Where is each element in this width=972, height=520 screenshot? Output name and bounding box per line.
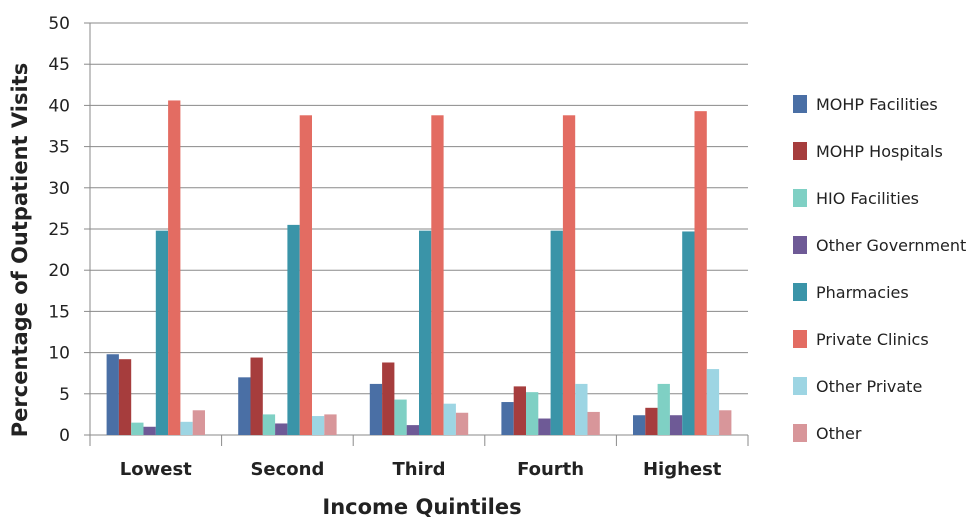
- bar-private-clinics-fourth: [562, 115, 576, 436]
- y-tick-label: 30: [48, 179, 70, 199]
- bar-hio-facilities-fourth: [526, 392, 539, 435]
- bar-pharmacies-fourth: [550, 230, 563, 435]
- legend-swatch: [793, 283, 807, 301]
- bar-hio-facilities-third: [394, 399, 407, 435]
- bar-private-clinics-second: [299, 115, 312, 436]
- bar-hio-facilities-lowest: [131, 422, 144, 435]
- legend-label: HIO Facilities: [816, 189, 919, 208]
- y-tick-label: 40: [48, 96, 70, 116]
- y-tick-label: 50: [48, 14, 70, 34]
- bar-other-private-lowest: [180, 421, 193, 435]
- bar-hio-facilities-second: [262, 414, 276, 435]
- bar-mohp-facilities-highest: [633, 415, 646, 435]
- bar-mohp-hospitals-lowest: [118, 359, 132, 435]
- bar-private-clinics-lowest: [168, 100, 181, 436]
- y-tick-label: 20: [48, 261, 70, 281]
- bar-pharmacies-second: [287, 224, 300, 435]
- legend-swatch: [793, 424, 807, 442]
- axes: [84, 22, 749, 446]
- bar-other-third: [455, 412, 469, 435]
- legend-label: Private Clinics: [816, 330, 929, 349]
- bar-mohp-facilities-fourth: [501, 402, 514, 435]
- y-tick-label: 45: [48, 55, 70, 75]
- x-tick-label: Third: [392, 459, 445, 480]
- bar-other-government-third: [406, 425, 419, 435]
- bar-other-government-lowest: [143, 426, 156, 435]
- bar-mohp-hospitals-third: [382, 362, 395, 435]
- legend-swatch: [793, 142, 807, 160]
- legend-swatch: [793, 236, 807, 254]
- legend-label: Other: [816, 424, 862, 443]
- x-tick-label: Highest: [643, 459, 722, 480]
- legend-label: Other Government: [816, 236, 966, 255]
- x-tick-label: Fourth: [517, 459, 584, 480]
- legend-swatch: [793, 377, 807, 395]
- legend-label: MOHP Facilities: [816, 95, 938, 114]
- legend: MOHP Facilities MOHP Hospitals HIO Facilit…: [793, 95, 966, 443]
- bar-other-lowest: [192, 410, 205, 435]
- x-tick-label: Second: [250, 459, 324, 480]
- y-tick-label: 35: [48, 138, 70, 158]
- bar-other-highest: [719, 410, 732, 435]
- y-tick-label: 5: [59, 385, 70, 405]
- bars: [106, 100, 732, 436]
- legend-swatch: [793, 95, 807, 113]
- legend-label: Pharmacies: [816, 283, 909, 302]
- bar-other-private-second: [312, 416, 325, 435]
- bar-other-fourth: [587, 411, 600, 435]
- bar-other-government-second: [275, 423, 288, 435]
- y-axis-title: Percentage of Outpatient Visits: [8, 63, 32, 437]
- legend-label: Other Private: [816, 377, 922, 396]
- bar-other-private-third: [443, 403, 456, 435]
- bar-other-private-fourth: [575, 383, 588, 435]
- y-tick-label: 15: [48, 302, 70, 322]
- bar-mohp-hospitals-fourth: [513, 386, 526, 435]
- bar-mohp-facilities-third: [369, 383, 383, 435]
- bar-mohp-hospitals-second: [250, 357, 263, 435]
- bar-mohp-facilities-second: [238, 377, 251, 435]
- legend-swatch: [793, 330, 807, 348]
- y-tick-label: 10: [48, 344, 70, 364]
- bar-other-second: [324, 414, 337, 435]
- bar-other-private-highest: [706, 369, 720, 435]
- legend-swatch: [793, 189, 807, 207]
- y-tick-label: 25: [48, 220, 70, 240]
- x-tick-label: Lowest: [120, 459, 192, 480]
- bar-hio-facilities-highest: [657, 383, 670, 435]
- legend-label: MOHP Hospitals: [816, 142, 943, 161]
- bar-pharmacies-lowest: [155, 230, 169, 435]
- bar-pharmacies-highest: [682, 231, 695, 435]
- bar-pharmacies-third: [419, 230, 432, 435]
- bar-private-clinics-third: [431, 115, 444, 436]
- bar-other-government-highest: [669, 415, 683, 435]
- y-tick-label: 0: [59, 426, 70, 446]
- bar-private-clinics-highest: [694, 111, 707, 435]
- bar-mohp-facilities-lowest: [106, 354, 119, 435]
- bar-mohp-hospitals-highest: [645, 407, 658, 435]
- x-axis-title: Income Quintiles: [322, 495, 521, 519]
- axis-labels: 0 5 10 15 20 25 30 35 40 45 50 Lowest Second Third Fou…: [48, 14, 721, 480]
- bar-other-government-fourth: [538, 418, 551, 435]
